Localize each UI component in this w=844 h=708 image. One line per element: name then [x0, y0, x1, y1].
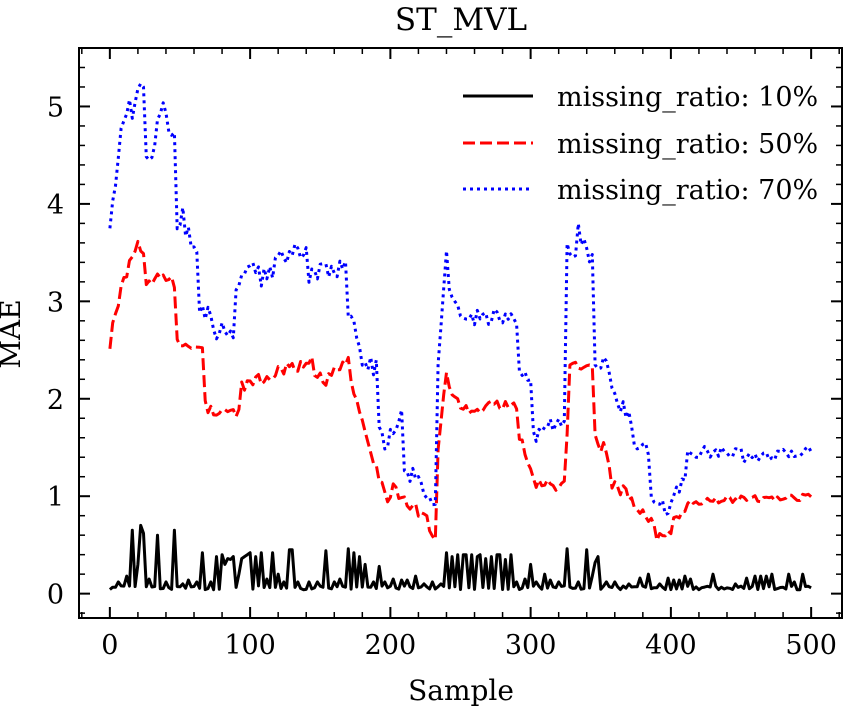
axis-ticks: 0 100 200 300 400 500 0 1 2 3 4 5 [47, 48, 842, 661]
legend-label-50: missing_ratio: 50% [557, 129, 818, 160]
y-tick-label: 0 [47, 580, 64, 611]
x-tick-label: 500 [785, 630, 837, 661]
y-tick-label: 3 [47, 287, 64, 318]
y-tick-label: 4 [47, 190, 64, 221]
plot-frame [78, 47, 843, 619]
x-tick-label: 400 [645, 630, 697, 661]
legend: missing_ratio: 10% missing_ratio: 50% mi… [463, 82, 818, 206]
series-line-50 [108, 239, 813, 542]
legend-label-70: missing_ratio: 70% [557, 175, 818, 206]
x-axis-label: Sample [408, 674, 514, 707]
x-tick-label: 100 [224, 630, 276, 661]
y-tick-label: 2 [47, 385, 64, 416]
x-tick-label: 200 [365, 630, 417, 661]
x-tick-label: 0 [101, 630, 118, 661]
series-layer [108, 82, 813, 592]
y-axis-label: MAE [0, 299, 27, 368]
legend-label-10: missing_ratio: 10% [557, 82, 818, 113]
series-line-70 [108, 82, 813, 516]
chart-title: ST_MVL [395, 2, 527, 38]
series-line-10 [108, 523, 812, 592]
x-tick-label: 300 [505, 630, 557, 661]
y-tick-label: 1 [47, 482, 64, 513]
y-tick-label: 5 [47, 92, 64, 123]
